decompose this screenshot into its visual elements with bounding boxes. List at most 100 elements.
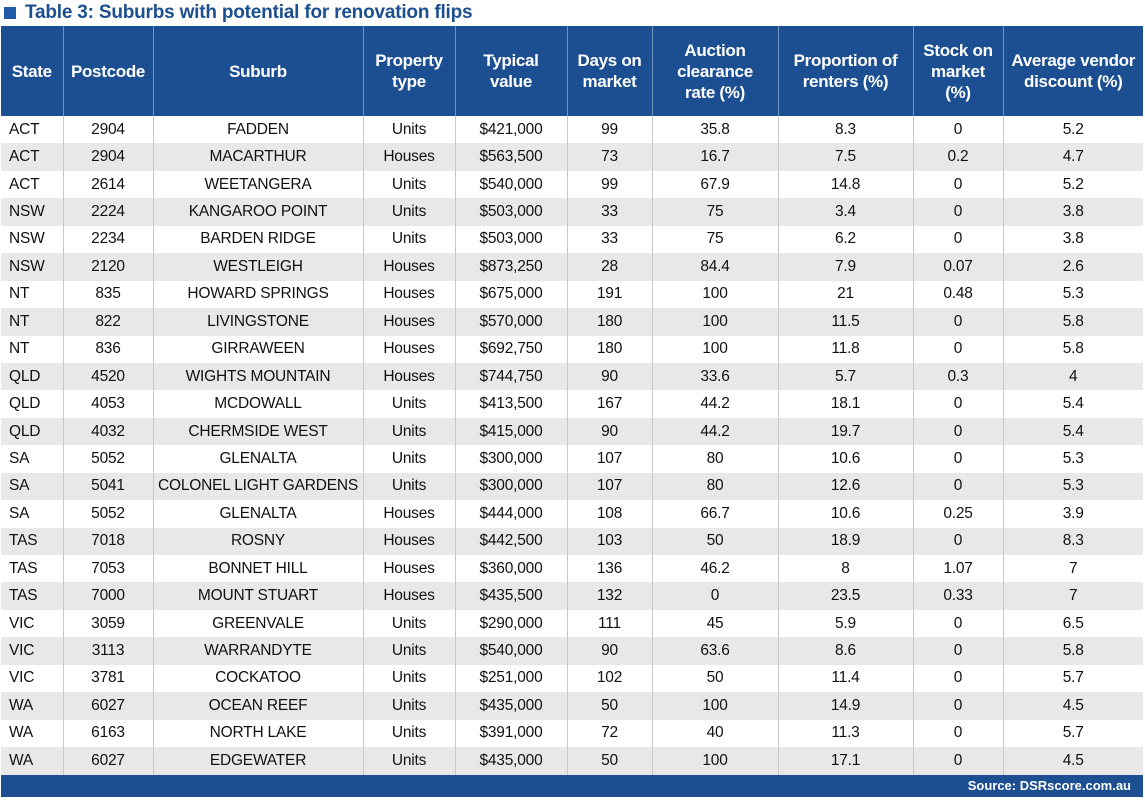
cell-state: VIC	[1, 664, 64, 693]
cell-days-on-market: 102	[567, 664, 653, 693]
cell-property-type: Houses	[363, 582, 456, 610]
cell-suburb: WARRANDYTE	[153, 637, 364, 665]
table-row: VIC 3113 WARRANDYTE Units $540,000 90 63.6 8.6 0…	[1, 637, 1143, 665]
cell-average-vendor-discount: 4.5	[1003, 692, 1143, 720]
cell-stock-on-market: 0	[913, 198, 1004, 226]
cell-postcode: 5052	[63, 445, 154, 473]
cell-suburb: BONNET HILL	[153, 555, 364, 583]
cell-typical-value: $360,000	[455, 555, 568, 583]
table-row: ACT 2904 MACARTHUR Houses $563,500 73 16.7 7.5 0…	[1, 143, 1143, 171]
cell-stock-on-market: 0	[913, 116, 1004, 144]
cell-typical-value: $540,000	[455, 170, 568, 199]
table-body: ACT 2904 FADDEN Units $421,000 99 35.8 8.3 0 5.2 A…	[1, 116, 1143, 775]
suburbs-table: State Postcode Suburb Property type Typical va…	[1, 26, 1143, 775]
cell-suburb: GLENALTA	[153, 445, 364, 473]
cell-auction-clearance-rate: 80	[652, 472, 779, 501]
column-header-line: (%)	[945, 82, 971, 102]
cell-suburb: GREENVALE	[153, 609, 364, 638]
cell-proportion-of-renters: 11.8	[778, 335, 914, 363]
cell-auction-clearance-rate: 63.6	[652, 637, 779, 665]
cell-proportion-of-renters: 23.5	[778, 582, 914, 610]
column-header-line: Suburb	[229, 61, 287, 81]
cell-postcode: 2904	[63, 143, 154, 171]
column-header-state: State	[1, 26, 64, 116]
cell-stock-on-market: 0	[913, 637, 1004, 665]
cell-property-type: Houses	[363, 253, 456, 281]
cell-postcode: 6027	[63, 692, 154, 720]
table-row: ACT 2904 FADDEN Units $421,000 99 35.8 8.3 0 5.2	[1, 116, 1143, 144]
cell-average-vendor-discount: 5.8	[1003, 335, 1143, 363]
cell-state: TAS	[1, 555, 64, 583]
cell-stock-on-market: 0.07	[913, 253, 1004, 281]
cell-stock-on-market: 0	[913, 225, 1004, 254]
table-row: WA 6027 OCEAN REEF Units $435,000 50 100 14.9 0 4…	[1, 692, 1143, 720]
cell-postcode: 2614	[63, 170, 154, 199]
cell-suburb: LIVINGSTONE	[153, 308, 364, 336]
cell-typical-value: $435,000	[455, 692, 568, 720]
cell-suburb: GIRRAWEEN	[153, 335, 364, 363]
cell-proportion-of-renters: 3.4	[778, 198, 914, 226]
cell-proportion-of-renters: 10.6	[778, 445, 914, 473]
cell-average-vendor-discount: 5.8	[1003, 308, 1143, 336]
cell-postcode: 2224	[63, 198, 154, 226]
cell-auction-clearance-rate: 84.4	[652, 253, 779, 281]
cell-days-on-market: 132	[567, 582, 653, 610]
cell-stock-on-market: 0	[913, 390, 1004, 418]
cell-days-on-market: 50	[567, 692, 653, 720]
cell-days-on-market: 180	[567, 308, 653, 336]
cell-stock-on-market: 0.33	[913, 582, 1004, 610]
cell-property-type: Units	[363, 472, 456, 501]
cell-property-type: Units	[363, 692, 456, 720]
cell-stock-on-market: 0	[913, 170, 1004, 199]
cell-auction-clearance-rate: 66.7	[652, 500, 779, 528]
cell-stock-on-market: 0	[913, 692, 1004, 720]
table-row: NSW 2120 WESTLEIGH Houses $873,250 28 84.4 7.9 0…	[1, 253, 1143, 281]
cell-property-type: Houses	[363, 500, 456, 528]
cell-postcode: 5052	[63, 500, 154, 528]
cell-typical-value: $421,000	[455, 116, 568, 144]
cell-stock-on-market: 0.48	[913, 280, 1004, 309]
cell-suburb: MACARTHUR	[153, 143, 364, 171]
cell-postcode: 2234	[63, 225, 154, 254]
cell-typical-value: $692,750	[455, 335, 568, 363]
cell-postcode: 836	[63, 335, 154, 363]
cell-state: WA	[1, 719, 64, 748]
cell-proportion-of-renters: 7.5	[778, 143, 914, 171]
cell-average-vendor-discount: 2.6	[1003, 253, 1143, 281]
title-square-icon	[4, 7, 16, 19]
cell-suburb: WEETANGERA	[153, 170, 364, 199]
cell-state: QLD	[1, 417, 64, 446]
cell-postcode: 7000	[63, 582, 154, 610]
table-row: NSW 2234 BARDEN RIDGE Units $503,000 33 75 6.2 0…	[1, 225, 1143, 254]
table-row: NSW 2224 KANGAROO POINT Units $503,000 33 75 3.…	[1, 198, 1143, 226]
cell-proportion-of-renters: 8	[778, 555, 914, 583]
cell-stock-on-market: 0.3	[913, 362, 1004, 391]
cell-postcode: 2120	[63, 253, 154, 281]
cell-proportion-of-renters: 19.7	[778, 417, 914, 446]
column-header-stock-on-market: Stock on market (%)	[913, 26, 1004, 116]
cell-suburb: COLONEL LIGHT GARDENS	[153, 472, 364, 501]
cell-auction-clearance-rate: 45	[652, 609, 779, 638]
cell-average-vendor-discount: 5.3	[1003, 280, 1143, 309]
cell-postcode: 3059	[63, 609, 154, 638]
cell-auction-clearance-rate: 100	[652, 692, 779, 720]
cell-suburb: COCKATOO	[153, 664, 364, 693]
cell-proportion-of-renters: 8.6	[778, 637, 914, 665]
cell-auction-clearance-rate: 100	[652, 747, 779, 775]
cell-average-vendor-discount: 7	[1003, 582, 1143, 610]
cell-auction-clearance-rate: 40	[652, 719, 779, 748]
cell-state: VIC	[1, 637, 64, 665]
cell-typical-value: $444,000	[455, 500, 568, 528]
column-header-line: Property	[375, 51, 443, 70]
cell-suburb: EDGEWATER	[153, 747, 364, 775]
cell-postcode: 6163	[63, 719, 154, 748]
cell-stock-on-market: 0	[913, 719, 1004, 748]
cell-stock-on-market: 0.25	[913, 500, 1004, 528]
cell-state: ACT	[1, 116, 64, 144]
cell-stock-on-market: 0	[913, 747, 1004, 775]
cell-suburb: WIGHTS MOUNTAIN	[153, 362, 364, 391]
cell-auction-clearance-rate: 100	[652, 280, 779, 309]
cell-days-on-market: 33	[567, 225, 653, 254]
table-row: VIC 3781 COCKATOO Units $251,000 102 50 11.4 0 5.…	[1, 664, 1143, 693]
cell-suburb: WESTLEIGH	[153, 253, 364, 281]
